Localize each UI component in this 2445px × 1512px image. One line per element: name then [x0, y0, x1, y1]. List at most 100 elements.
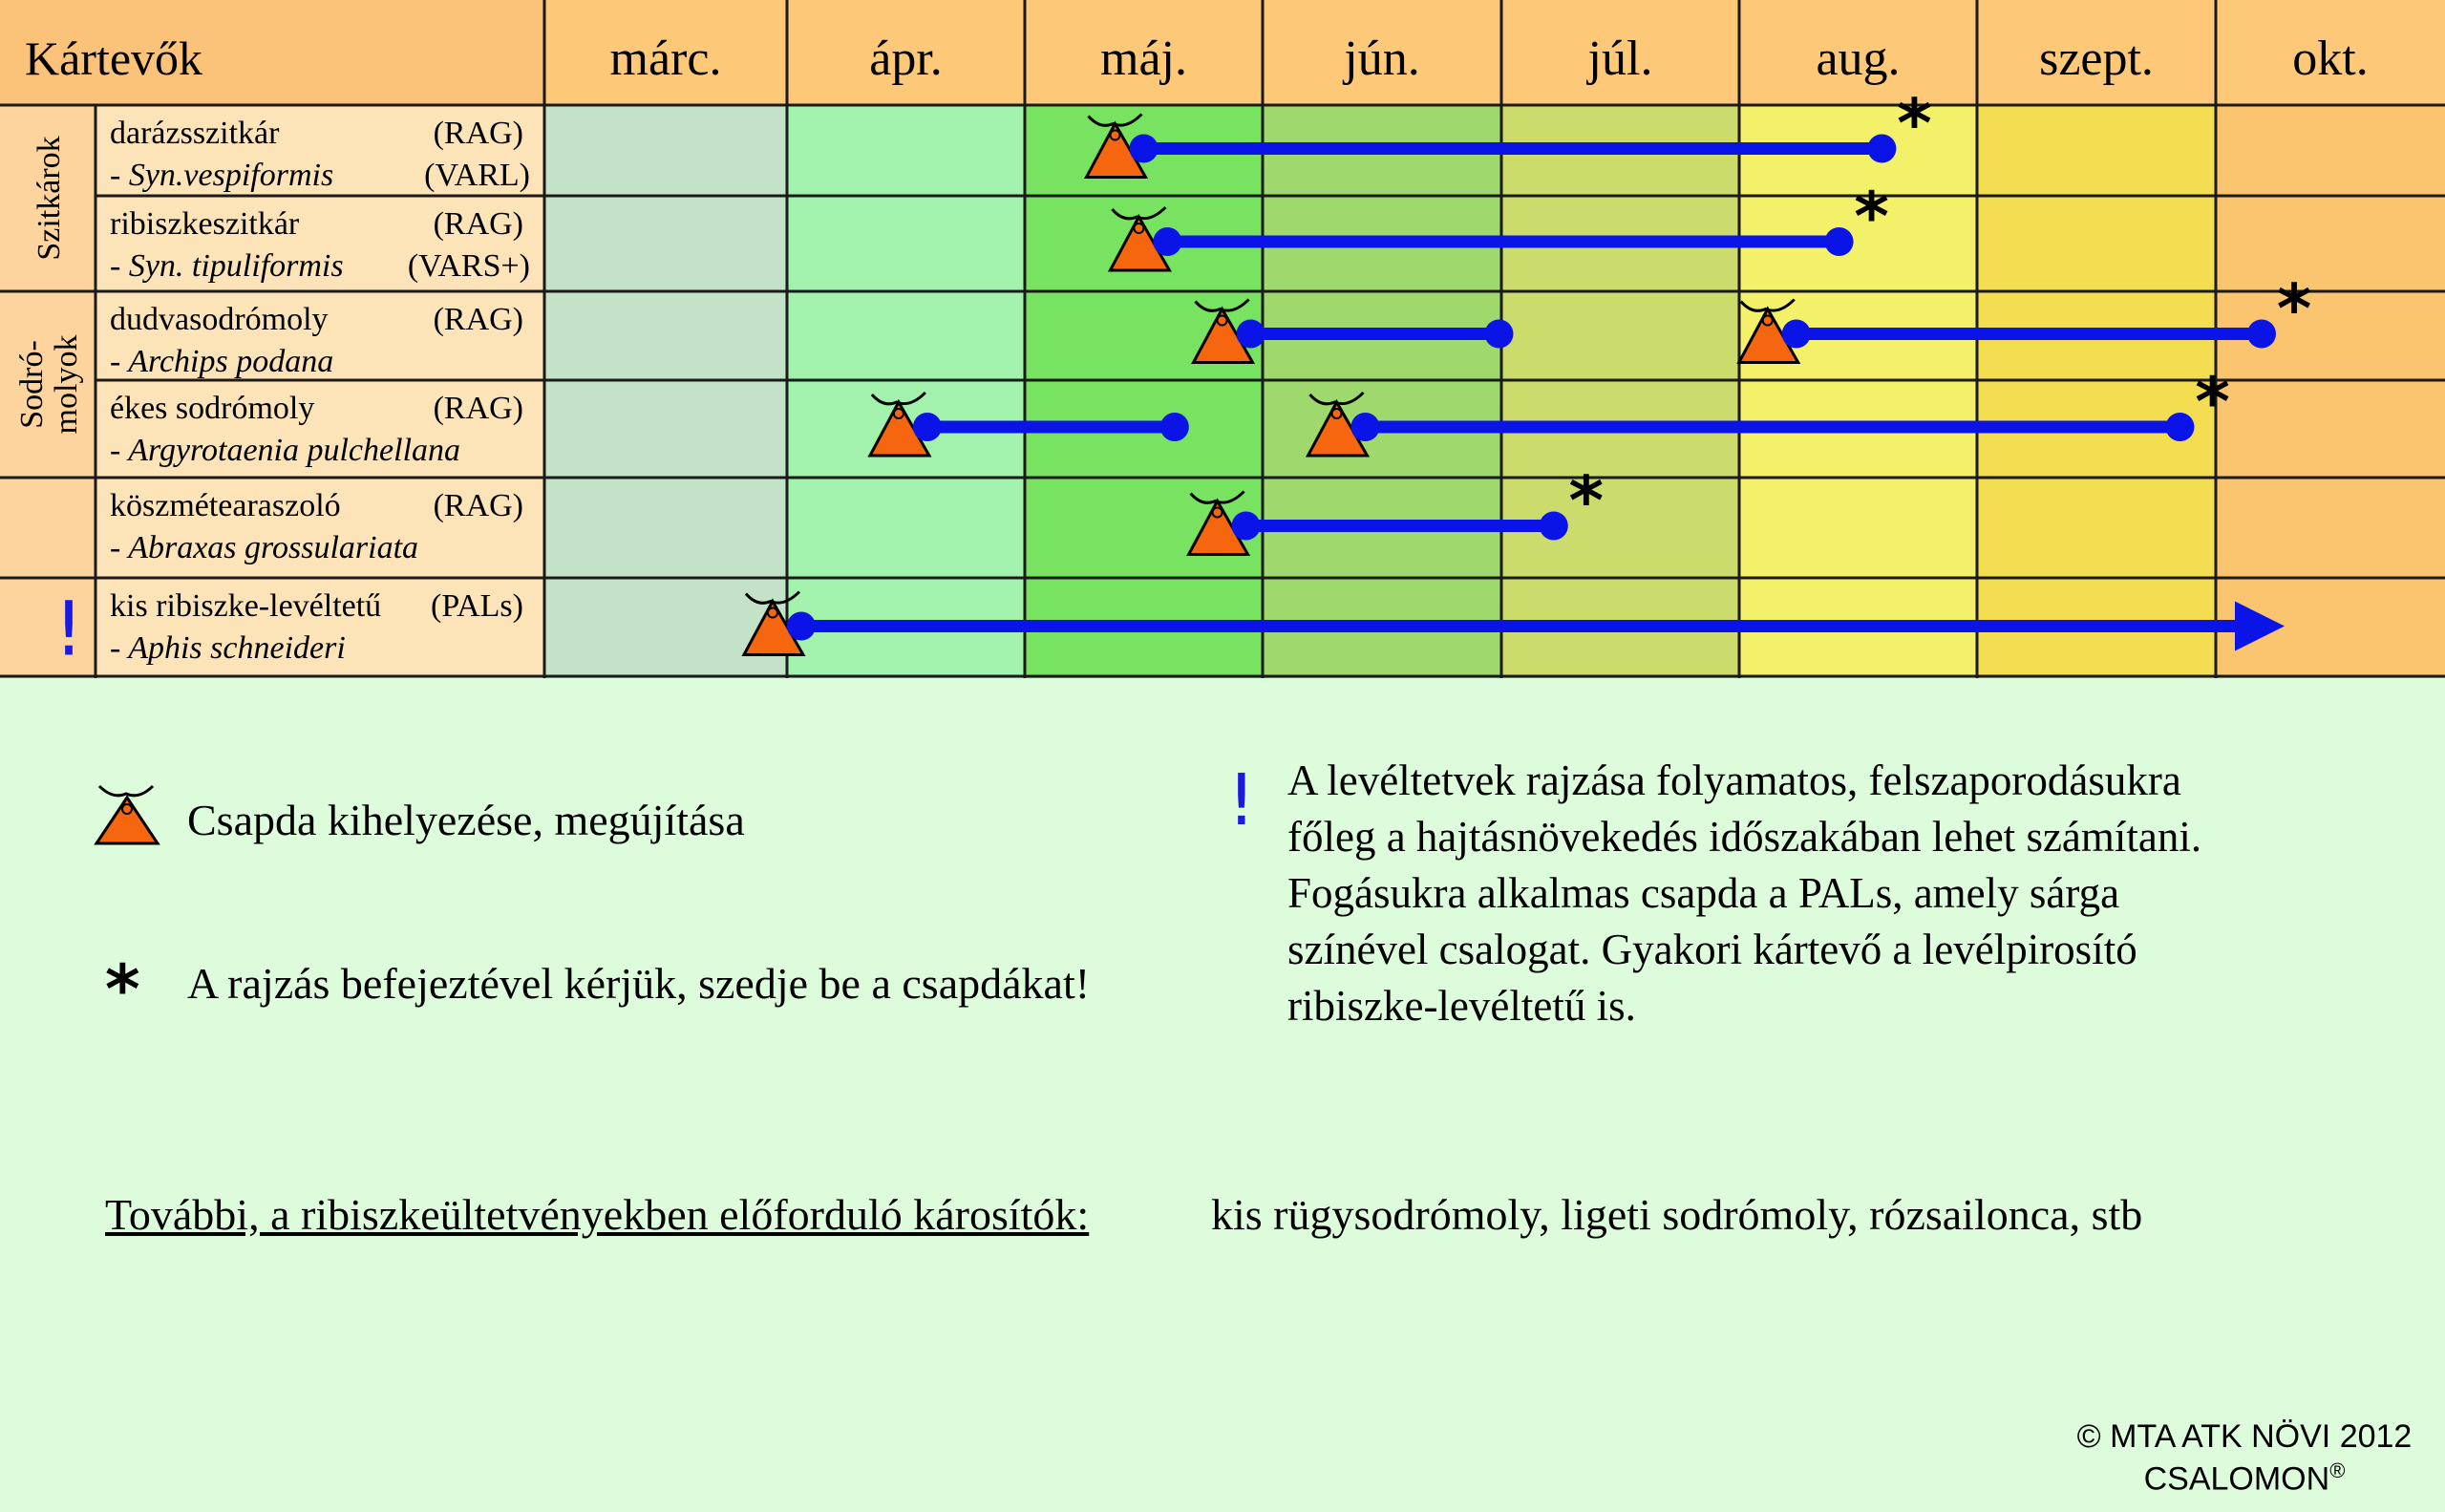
trap-hole: [1133, 223, 1145, 234]
month-column: [1501, 105, 1739, 678]
flight-start-dot: [786, 611, 816, 641]
trap-hole: [1109, 129, 1121, 141]
flight-start-dot: [912, 413, 942, 441]
pest-name: dudvasodrómoly: [110, 302, 329, 337]
flight-end-dot: [1484, 319, 1514, 349]
flight-start-dot: [1129, 134, 1159, 163]
month-label: szept.: [2039, 32, 2154, 86]
trap-wire: [1308, 391, 1365, 406]
trap-legend-icon: [94, 784, 160, 845]
pest-name: ribiszkeszitkár: [110, 206, 300, 242]
header-cell: [544, 0, 2445, 105]
other-pests-label: További, a ribiszkeültetvényekben előfor…: [105, 1190, 1090, 1239]
brand-name: CSALOMON: [2143, 1460, 2330, 1498]
pest-latin-name: - Syn. tipuliformis: [110, 248, 344, 284]
trap-wire: [1189, 490, 1245, 504]
exclaim-legend-icon: !: [1227, 759, 1256, 841]
pest-latin-name: - Syn.vespiformis: [110, 158, 333, 193]
registered-mark: ®: [2329, 1459, 2346, 1482]
brand-line: CSALOMON®: [2063, 1459, 2426, 1498]
trap-type: (PALs): [431, 588, 523, 624]
trap-wire: [744, 590, 801, 605]
pest-name: kis ribiszke-levéltetű: [110, 588, 381, 624]
trap-hole: [1216, 314, 1228, 327]
month-label: jún.: [1342, 32, 1419, 86]
aphid-note-line: A levéltetvek rajzása folyamatos, felsza…: [1287, 756, 2181, 804]
month-label: márc.: [610, 32, 722, 86]
header-cell: [0, 0, 544, 105]
collect-trap-star: *: [1568, 462, 1604, 541]
trap-type: (RAG): [434, 116, 523, 151]
trap-type: (RAG): [434, 206, 523, 242]
trap-wire: [870, 391, 926, 406]
month-column: [1977, 105, 2216, 678]
trap-hole: [766, 607, 778, 619]
flight-start-dot: [1350, 413, 1380, 441]
trap-type: (RAG): [434, 391, 523, 426]
pest-latin-name: - Archips podana: [110, 344, 333, 379]
group-label-exclaim: !: [53, 587, 83, 673]
month-column: [2216, 105, 2445, 678]
trap-wire: [1739, 298, 1796, 312]
collect-trap-star: *: [2277, 270, 2312, 349]
flight-end-dot: [2165, 413, 2195, 441]
aphid-note-line: Fogásukra alkalmas csapda a PALs, amely …: [1287, 869, 2120, 917]
copyright-line: © MTA ATK NÖVI 2012: [2063, 1418, 2426, 1456]
flight-start-dot: [1781, 319, 1811, 349]
month-label: okt.: [2292, 32, 2368, 86]
trap-type-secondary: (VARL): [424, 158, 530, 193]
pest-name: darázsszitkár: [110, 116, 280, 151]
flight-end-dot: [2247, 319, 2276, 349]
month-column: [544, 105, 787, 678]
flight-end-dot: [1539, 511, 1568, 541]
trap-hole: [892, 408, 904, 419]
group-label: Sodró-molyok: [14, 335, 84, 435]
pest-latin-name: - Argyrotaenia pulchellana: [110, 433, 460, 468]
month-label: ápr.: [869, 32, 943, 86]
trap-type-secondary: (VARS+): [408, 248, 530, 284]
trap-wire: [1111, 205, 1167, 221]
pest-name: köszmétearaszoló: [110, 488, 341, 523]
trap-legend-label: Csapda kihelyezése, megújítása: [187, 796, 745, 844]
month-label: júl.: [1586, 32, 1653, 86]
flight-end-dot: [1159, 413, 1189, 441]
trap-hole: [1761, 314, 1774, 327]
group-label-line: molyok: [49, 335, 84, 435]
trap-type: (RAG): [434, 302, 523, 337]
trap-wire: [1087, 113, 1143, 127]
collect-trap-star: *: [1854, 178, 1889, 256]
trap-type: (RAG): [434, 488, 523, 523]
flight-start-dot: [1153, 227, 1182, 256]
group-label-line: Szitkárok: [32, 136, 67, 260]
month-column: [1739, 105, 1977, 678]
name-column: [96, 105, 544, 678]
month-column: [787, 105, 1025, 678]
flight-start-dot: [1236, 319, 1265, 349]
collect-trap-star: *: [2195, 363, 2230, 441]
trap-hole: [1211, 506, 1223, 519]
collect-trap-star: *: [1897, 85, 1932, 163]
month-column: [1263, 105, 1501, 678]
pest-latin-name: - Abraxas grossulariata: [110, 530, 418, 565]
other-pests-list: kis rügysodrómoly, ligeti sodrómoly, róz…: [1211, 1190, 2143, 1239]
star-legend-label: A rajzás befejeztével kérjük, szedje be …: [187, 959, 1091, 1008]
group-label: Szitkárok: [32, 136, 67, 260]
star-legend-icon: *: [105, 950, 140, 1029]
aphid-note-line: színével csalogat. Gyakori kártevő a lev…: [1287, 926, 2137, 973]
table-title: Kártevők: [25, 32, 202, 85]
flight-end-dot: [1824, 227, 1854, 256]
aphid-note-line: ribiszke-levéltetű is.: [1287, 982, 1636, 1030]
copyright-text: © MTA ATK NÖVI 2012: [2076, 1418, 2413, 1455]
month-label: máj.: [1100, 32, 1187, 86]
pest-name: ékes sodrómoly: [110, 391, 314, 426]
trap-hole: [1330, 408, 1343, 419]
group-label-line: Sodró-: [14, 340, 50, 429]
trap-wire: [1194, 298, 1250, 312]
group-column: [0, 105, 96, 678]
flight-schedule-chart: Kártevők márc. ápr. máj. jún. júl. aug. szept.…: [0, 0, 2445, 678]
aphid-note-line: főleg a hajtásnövekedés időszakában lehe…: [1287, 813, 2202, 861]
flight-end-dot: [1867, 134, 1897, 163]
pest-latin-name: - Aphis schneideri: [110, 630, 346, 666]
flight-arrow: [2235, 601, 2285, 651]
month-column: [1025, 105, 1263, 678]
